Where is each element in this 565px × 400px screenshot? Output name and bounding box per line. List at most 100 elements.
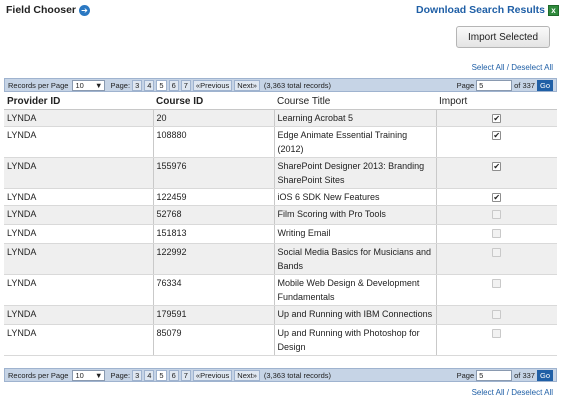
select-all-link[interactable]: Select All bbox=[471, 388, 505, 397]
results-table: Provider ID Course ID Course Title Impor… bbox=[4, 94, 557, 356]
records-per-page-label: Records per Page bbox=[8, 80, 69, 90]
records-per-page-label: Records per Page bbox=[8, 370, 69, 380]
table-row: LYNDA 76334 Mobile Web Design & Developm… bbox=[4, 274, 557, 306]
provider-id-cell: LYNDA bbox=[4, 324, 154, 356]
page-link-6[interactable]: 6 bbox=[168, 79, 179, 91]
table-row: LYNDA 20 Learning Acrobat 5 ✔ bbox=[4, 109, 557, 127]
course-id-cell: 76334 bbox=[153, 274, 275, 306]
import-checkbox[interactable] bbox=[492, 247, 502, 257]
select-all-link[interactable]: Select All bbox=[471, 63, 505, 72]
total-records: (3,363 total records) bbox=[263, 80, 331, 90]
page-link-7[interactable]: 7 bbox=[180, 79, 191, 91]
import-checkbox[interactable] bbox=[492, 209, 502, 219]
go-button[interactable]: Go bbox=[536, 79, 553, 91]
import-selected-button[interactable]: Import Selected bbox=[456, 26, 550, 48]
separator: / bbox=[506, 388, 509, 397]
course-title-cell: Edge Animate Essential Training (2012) bbox=[274, 126, 437, 158]
table-header-row: Provider ID Course ID Course Title Impor… bbox=[4, 94, 557, 110]
previous-link[interactable]: «Previous bbox=[192, 369, 233, 381]
top-bar: Field Chooser ➔ Download Search Results … bbox=[0, 0, 565, 22]
import-checkbox[interactable]: ✔ bbox=[492, 113, 502, 123]
page-current-5: 5 bbox=[156, 369, 167, 381]
next-link[interactable]: Next» bbox=[234, 79, 260, 91]
course-id-cell: 155976 bbox=[153, 157, 275, 189]
course-id-cell: 108880 bbox=[153, 126, 275, 158]
records-per-page-select[interactable]: 10 ▼ bbox=[72, 369, 106, 381]
page-link-4[interactable]: 4 bbox=[144, 369, 155, 381]
import-cell: ✔ bbox=[436, 157, 557, 189]
go-button[interactable]: Go bbox=[536, 369, 553, 381]
course-title-cell: Mobile Web Design & Development Fundamen… bbox=[274, 274, 437, 306]
import-cell bbox=[436, 274, 557, 306]
field-chooser-link[interactable]: Field Chooser ➔ bbox=[6, 4, 91, 16]
records-per-page-value: 10 bbox=[75, 80, 84, 90]
page-current-5: 5 bbox=[156, 79, 167, 91]
course-id-cell: 52768 bbox=[153, 205, 275, 225]
import-checkbox[interactable]: ✔ bbox=[492, 130, 502, 140]
of-pages: of 337 bbox=[514, 370, 535, 380]
next-link[interactable]: Next» bbox=[234, 369, 260, 381]
table-row: LYNDA 108880 Edge Animate Essential Trai… bbox=[4, 126, 557, 158]
course-title-cell: Up and Running with IBM Connections bbox=[274, 305, 437, 325]
import-checkbox[interactable] bbox=[492, 328, 502, 338]
arrow-right-circle-icon[interactable]: ➔ bbox=[79, 4, 91, 16]
page-link-3[interactable]: 3 bbox=[132, 369, 143, 381]
import-checkbox[interactable]: ✔ bbox=[492, 161, 502, 171]
page-link-6[interactable]: 6 bbox=[168, 369, 179, 381]
import-checkbox[interactable] bbox=[492, 228, 502, 238]
provider-id-cell: LYNDA bbox=[4, 188, 154, 206]
page-link-4[interactable]: 4 bbox=[144, 79, 155, 91]
page-number-input[interactable]: 5 bbox=[476, 79, 513, 91]
import-cell bbox=[436, 243, 557, 275]
import-cell bbox=[436, 205, 557, 225]
table-row: LYNDA 179591 Up and Running with IBM Con… bbox=[4, 305, 557, 325]
provider-id-cell: LYNDA bbox=[4, 224, 154, 244]
column-header-course-title[interactable]: Course Title bbox=[274, 94, 436, 110]
deselect-all-link[interactable]: Deselect All bbox=[511, 388, 553, 397]
page-number-input[interactable]: 5 bbox=[476, 369, 513, 381]
course-title-cell: Up and Running with Photoshop for Design bbox=[274, 324, 437, 356]
provider-id-cell: LYNDA bbox=[4, 274, 154, 306]
page-jump: Page 5 of 337 Go bbox=[456, 369, 556, 381]
page-link-3[interactable]: 3 bbox=[132, 79, 143, 91]
import-checkbox[interactable] bbox=[492, 309, 502, 319]
import-checkbox[interactable] bbox=[492, 278, 502, 288]
table-row: LYNDA 122459 iOS 6 SDK New Features ✔ bbox=[4, 188, 557, 206]
select-deselect-bottom: Select All / Deselect All bbox=[472, 388, 553, 397]
course-id-cell: 122459 bbox=[153, 188, 275, 206]
import-cell bbox=[436, 224, 557, 244]
course-id-cell: 20 bbox=[153, 109, 275, 127]
page-label: Page: bbox=[110, 370, 131, 380]
column-header-import: Import bbox=[436, 94, 557, 110]
download-label[interactable]: Download Search Results bbox=[416, 4, 545, 16]
page-jump: Page 5 of 337 Go bbox=[456, 79, 556, 91]
deselect-all-link[interactable]: Deselect All bbox=[511, 63, 553, 72]
of-pages: of 337 bbox=[514, 80, 535, 90]
provider-id-cell: LYNDA bbox=[4, 305, 154, 325]
import-cell: ✔ bbox=[436, 109, 557, 127]
provider-id-cell: LYNDA bbox=[4, 243, 154, 275]
page-link-7[interactable]: 7 bbox=[180, 369, 191, 381]
import-checkbox[interactable]: ✔ bbox=[492, 192, 502, 202]
course-id-cell: 122992 bbox=[153, 243, 275, 275]
separator: / bbox=[506, 63, 509, 72]
page-jump-label: Page bbox=[456, 370, 475, 380]
page-jump-label: Page bbox=[456, 80, 475, 90]
download-search-results-link[interactable]: Download Search Results x bbox=[416, 4, 559, 16]
excel-icon[interactable]: x bbox=[548, 4, 559, 16]
previous-link[interactable]: «Previous bbox=[192, 79, 233, 91]
records-per-page-value: 10 bbox=[75, 370, 84, 380]
column-header-course-id[interactable]: Course ID bbox=[153, 94, 274, 110]
course-title-cell: Writing Email bbox=[274, 224, 437, 244]
pager-top: Records per Page 10 ▼ Page: 3 4 5 6 7 «P… bbox=[4, 78, 557, 92]
course-title-cell: Film Scoring with Pro Tools bbox=[274, 205, 437, 225]
import-cell: ✔ bbox=[436, 188, 557, 206]
table-row: LYNDA 151813 Writing Email bbox=[4, 224, 557, 244]
column-header-provider-id[interactable]: Provider ID bbox=[4, 94, 153, 110]
course-id-cell: 179591 bbox=[153, 305, 275, 325]
field-chooser-label[interactable]: Field Chooser bbox=[6, 4, 77, 16]
records-per-page-select[interactable]: 10 ▼ bbox=[72, 79, 106, 91]
table-row: LYNDA 52768 Film Scoring with Pro Tools bbox=[4, 205, 557, 225]
import-cell: ✔ bbox=[436, 126, 557, 158]
pager-bottom: Records per Page 10 ▼ Page: 3 4 5 6 7 «P… bbox=[4, 368, 557, 382]
